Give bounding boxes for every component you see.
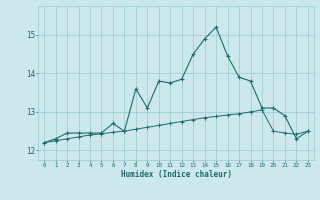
X-axis label: Humidex (Indice chaleur): Humidex (Indice chaleur) [121,170,231,179]
